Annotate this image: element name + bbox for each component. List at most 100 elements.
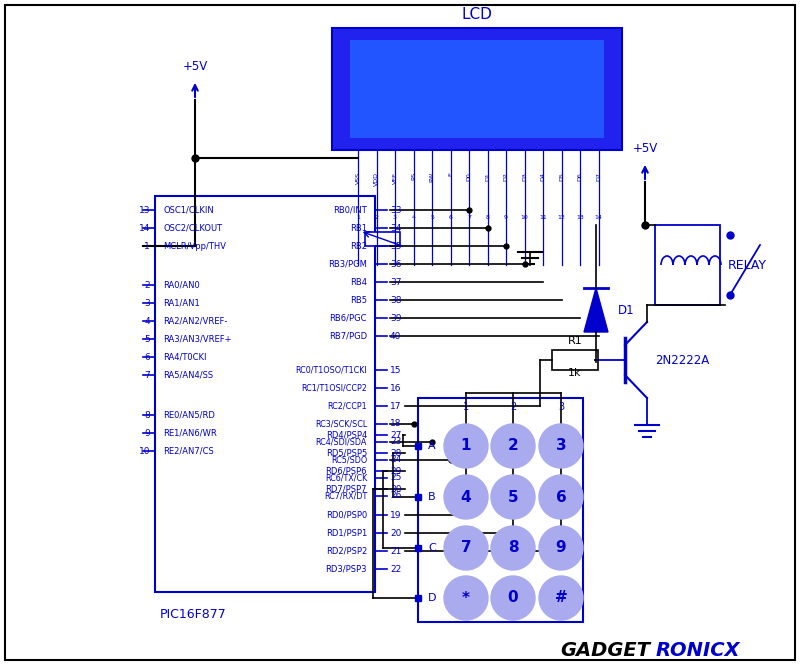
Text: 1: 1 — [356, 215, 360, 220]
Text: 28: 28 — [390, 448, 402, 458]
Text: D6: D6 — [578, 172, 582, 181]
Text: RE2/AN7/CS: RE2/AN7/CS — [163, 446, 214, 456]
Text: 33: 33 — [390, 205, 402, 215]
Text: D5: D5 — [559, 172, 564, 181]
Text: 25: 25 — [390, 473, 402, 483]
Text: 21: 21 — [390, 547, 402, 555]
Text: +5V: +5V — [632, 142, 658, 155]
Text: 20: 20 — [390, 529, 402, 537]
Text: 4: 4 — [144, 317, 150, 325]
Text: RC5/SDO: RC5/SDO — [330, 456, 367, 464]
Bar — [155, 196, 375, 592]
Text: 3: 3 — [558, 402, 564, 412]
Text: 27: 27 — [390, 430, 402, 440]
Text: *: * — [462, 591, 470, 606]
Text: VDD: VDD — [374, 172, 379, 186]
Text: D4: D4 — [541, 172, 546, 181]
Text: D: D — [428, 593, 436, 603]
Text: 24: 24 — [390, 456, 402, 464]
Text: 2: 2 — [508, 438, 518, 454]
Text: 1: 1 — [461, 438, 471, 454]
Text: RC4/SDI/SDA: RC4/SDI/SDA — [316, 438, 367, 446]
Text: RD5/PSP5: RD5/PSP5 — [326, 448, 367, 458]
Text: 34: 34 — [390, 223, 402, 233]
Bar — [418, 398, 583, 622]
Text: RC1/T1OSI/CCP2: RC1/T1OSI/CCP2 — [301, 384, 367, 392]
Text: 11: 11 — [539, 215, 547, 220]
Text: RA0/AN0: RA0/AN0 — [163, 281, 200, 289]
Circle shape — [491, 424, 535, 468]
Text: 8: 8 — [144, 410, 150, 420]
Text: RA5/AN4/SS: RA5/AN4/SS — [163, 370, 213, 380]
Text: 16: 16 — [390, 384, 402, 392]
Text: 7: 7 — [144, 370, 150, 380]
Text: RD2/PSP2: RD2/PSP2 — [326, 547, 367, 555]
Text: 39: 39 — [390, 313, 402, 323]
Circle shape — [539, 526, 583, 570]
Text: RW: RW — [430, 172, 434, 182]
Text: 2N2222A: 2N2222A — [655, 354, 710, 366]
Text: 3: 3 — [556, 438, 566, 454]
Bar — [552, 350, 598, 370]
Text: RS: RS — [411, 172, 416, 180]
Text: RC2/CCP1: RC2/CCP1 — [327, 402, 367, 410]
Text: RONICX: RONICX — [656, 640, 741, 660]
Circle shape — [444, 576, 488, 620]
Text: RA1/AN1: RA1/AN1 — [163, 299, 200, 307]
Text: RD3/PSP3: RD3/PSP3 — [326, 565, 367, 573]
Text: 17: 17 — [390, 402, 402, 410]
Text: RB4: RB4 — [350, 277, 367, 287]
Text: #: # — [554, 591, 567, 606]
Text: RC3/SCK/SCL: RC3/SCK/SCL — [314, 420, 367, 428]
Bar — [365, 232, 400, 246]
Text: RD6/PSP6: RD6/PSP6 — [326, 467, 367, 475]
Text: 5: 5 — [508, 489, 518, 505]
Bar — [655, 225, 720, 305]
Text: RD4/PSP4: RD4/PSP4 — [326, 430, 367, 440]
Text: RELAY: RELAY — [728, 259, 767, 271]
Circle shape — [539, 576, 583, 620]
Text: 13: 13 — [138, 205, 150, 215]
Text: 8: 8 — [508, 541, 518, 555]
Text: PIC16F877: PIC16F877 — [160, 608, 226, 620]
Text: OSC1/CLKIN: OSC1/CLKIN — [163, 205, 214, 215]
Text: 35: 35 — [390, 241, 402, 251]
Text: D0: D0 — [466, 172, 471, 181]
Circle shape — [444, 475, 488, 519]
Text: 1k: 1k — [568, 368, 582, 378]
Text: D2: D2 — [503, 172, 509, 181]
Text: 5: 5 — [430, 215, 434, 220]
Text: 6: 6 — [449, 215, 453, 220]
Text: RA3/AN3/VREF+: RA3/AN3/VREF+ — [163, 334, 231, 344]
Bar — [332, 28, 622, 150]
Text: RB6/PGC: RB6/PGC — [330, 313, 367, 323]
Text: D7: D7 — [596, 172, 601, 181]
Text: 9: 9 — [144, 428, 150, 438]
Text: LCD: LCD — [462, 7, 493, 21]
Text: 40: 40 — [390, 331, 402, 340]
Text: MCLR/Vpp/THV: MCLR/Vpp/THV — [163, 241, 226, 251]
Text: 2: 2 — [374, 215, 378, 220]
Text: 13: 13 — [576, 215, 584, 220]
Text: D3: D3 — [522, 172, 527, 181]
Text: 29: 29 — [390, 467, 402, 475]
Text: 36: 36 — [390, 259, 402, 269]
Text: E: E — [448, 172, 453, 176]
Text: RA2/AN2/VREF-: RA2/AN2/VREF- — [163, 317, 227, 325]
Text: 3: 3 — [144, 299, 150, 307]
Circle shape — [491, 475, 535, 519]
Circle shape — [444, 424, 488, 468]
Text: D1: D1 — [618, 303, 634, 317]
Text: 6: 6 — [556, 489, 566, 505]
Text: 38: 38 — [390, 295, 402, 305]
Circle shape — [539, 475, 583, 519]
Text: 7: 7 — [467, 215, 471, 220]
Text: 37: 37 — [390, 277, 402, 287]
Text: 1: 1 — [463, 402, 469, 412]
Text: RE0/AN5/RD: RE0/AN5/RD — [163, 410, 215, 420]
Text: 18: 18 — [390, 420, 402, 428]
Circle shape — [444, 526, 488, 570]
Circle shape — [491, 526, 535, 570]
Text: GADGET: GADGET — [560, 640, 650, 660]
Text: RB1: RB1 — [350, 223, 367, 233]
